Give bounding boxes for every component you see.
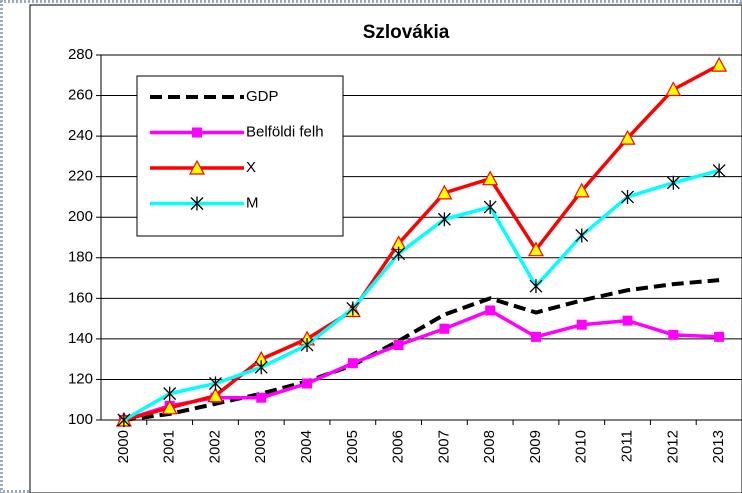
marker bbox=[711, 56, 728, 72]
x-tick-label: 2012 bbox=[664, 430, 681, 463]
legend-box bbox=[136, 75, 344, 237]
marker bbox=[482, 170, 499, 186]
marker bbox=[163, 386, 177, 401]
marker bbox=[529, 279, 543, 294]
marker bbox=[714, 331, 725, 342]
legend-label: GDP bbox=[246, 88, 279, 105]
x-tick-label: 2003 bbox=[252, 430, 269, 463]
marker bbox=[485, 305, 496, 316]
x-tick-label: 2011 bbox=[619, 430, 636, 462]
marker bbox=[256, 392, 267, 403]
series-line bbox=[123, 63, 720, 422]
x-tick-label: 2004 bbox=[298, 430, 315, 463]
legend: GDP Belföldi felh X M bbox=[136, 75, 344, 237]
legend-label: X bbox=[246, 159, 256, 176]
x-tick-label: 2008 bbox=[481, 430, 498, 463]
x-tick-label: 2009 bbox=[527, 430, 544, 463]
x-tick-label: 2005 bbox=[344, 430, 361, 463]
marker bbox=[619, 129, 636, 145]
marker bbox=[190, 196, 204, 211]
marker bbox=[161, 399, 178, 415]
x-tick-label: 2010 bbox=[573, 430, 590, 463]
x-tick-label: 2006 bbox=[390, 430, 407, 463]
marker bbox=[302, 378, 313, 389]
marker bbox=[117, 413, 131, 427]
marker bbox=[188, 159, 206, 175]
marker bbox=[527, 241, 544, 257]
x-tick-label: 2000 bbox=[115, 430, 132, 463]
y-tick-label: 260 bbox=[68, 87, 93, 104]
marker bbox=[573, 182, 590, 198]
legend-label: Belföldi felh bbox=[246, 123, 324, 140]
marker bbox=[347, 358, 358, 369]
marker bbox=[439, 323, 450, 334]
marker bbox=[621, 189, 634, 204]
marker bbox=[576, 319, 587, 330]
x-tick-label: 2002 bbox=[206, 430, 223, 463]
marker bbox=[483, 200, 497, 215]
marker bbox=[346, 301, 360, 316]
marker bbox=[393, 339, 404, 350]
marker bbox=[436, 184, 453, 200]
grid: 100 120 140 160 180 200 220 240 260 280 2000 2001 20… bbox=[68, 46, 742, 463]
y-tick-label: 140 bbox=[68, 330, 93, 347]
x-tick-label: 2013 bbox=[710, 430, 727, 463]
y-tick-label: 240 bbox=[68, 127, 93, 144]
marker bbox=[666, 175, 680, 190]
marker bbox=[530, 331, 541, 342]
chart-title: Szlovákia bbox=[363, 22, 450, 43]
series-line bbox=[123, 308, 720, 422]
series-lines bbox=[115, 56, 728, 427]
marker bbox=[668, 329, 679, 340]
marker bbox=[665, 81, 682, 97]
marker bbox=[712, 163, 726, 178]
x-tick-label: 2007 bbox=[435, 430, 452, 463]
series-line bbox=[123, 168, 720, 422]
marker bbox=[192, 127, 202, 138]
marker bbox=[392, 246, 406, 261]
marker bbox=[207, 387, 224, 403]
marker bbox=[622, 315, 633, 326]
x-tick-label: 2001 bbox=[161, 430, 178, 463]
y-tick-label: 280 bbox=[68, 46, 93, 63]
marker bbox=[300, 337, 314, 352]
y-tick-label: 180 bbox=[68, 249, 93, 266]
marker bbox=[254, 360, 268, 375]
y-tick-label: 200 bbox=[68, 208, 93, 225]
y-tick-label: 220 bbox=[68, 168, 93, 185]
y-tick-label: 120 bbox=[68, 370, 93, 387]
marker bbox=[437, 212, 451, 227]
y-tick-label: 160 bbox=[68, 289, 93, 306]
marker bbox=[575, 228, 589, 243]
legend-label: M bbox=[246, 194, 259, 211]
y-tick-label: 100 bbox=[68, 411, 93, 428]
marker bbox=[209, 376, 222, 391]
